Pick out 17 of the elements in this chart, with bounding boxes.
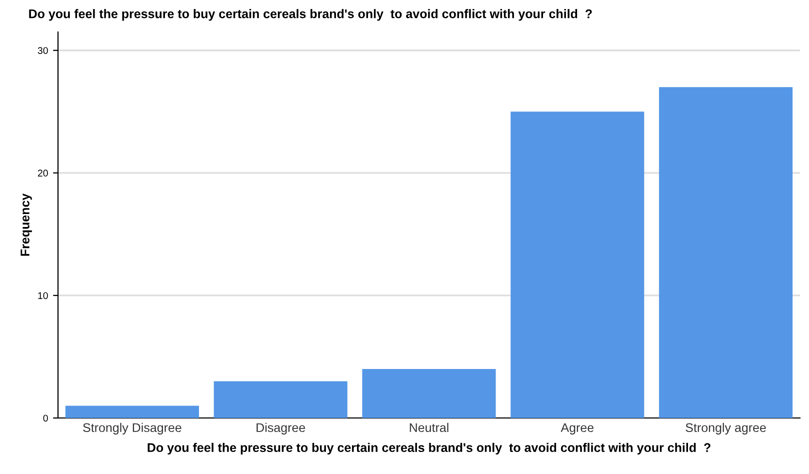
y-axis-title: Frequency <box>20 193 32 256</box>
x-axis-title: Do you feel the pressure to buy certain cereals brand's only to avoid conflict with your child ? <box>148 442 710 454</box>
bar <box>510 112 644 418</box>
x-tick-label: Agree <box>560 423 594 435</box>
y-tick-label: 10 <box>38 292 48 300</box>
chart-title: Do you feel the pressure to buy certain cereals brand's only to avoid conflict with your child ? <box>29 9 592 21</box>
y-tick-label: 20 <box>38 170 48 177</box>
bar <box>362 368 496 418</box>
bar <box>659 87 793 418</box>
x-tick-label: Disagree <box>256 422 306 435</box>
bar <box>65 406 199 418</box>
bar <box>214 381 348 418</box>
x-tick-label: Neutral <box>410 422 448 432</box>
x-tick-label: Strongly Disagree <box>83 422 182 435</box>
y-tick-label: 0 <box>43 414 48 422</box>
y-tick-label: 30 <box>38 47 48 54</box>
x-tick-label: Strongly agree <box>686 422 766 435</box>
